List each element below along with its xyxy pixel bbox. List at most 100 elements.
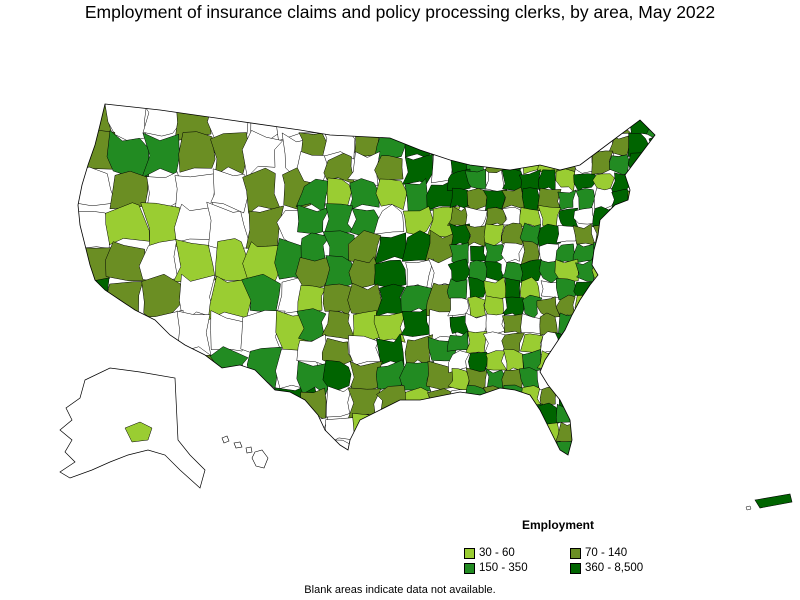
legend-swatch	[464, 547, 475, 559]
map-area-171	[646, 134, 655, 156]
map-area-372	[591, 439, 615, 455]
map-area-183	[645, 154, 655, 174]
map-area-310	[555, 351, 578, 373]
map-area-322	[555, 368, 578, 392]
map-area-352	[448, 424, 467, 444]
map-area-184	[446, 168, 471, 191]
map-area-341	[465, 402, 488, 426]
map-area-161	[466, 136, 485, 158]
map-area-186	[484, 169, 505, 192]
map-area-291	[646, 313, 655, 337]
map-area-241	[608, 241, 633, 263]
map-area-230	[626, 223, 648, 248]
map-area-139	[377, 415, 406, 446]
map-area-130	[297, 387, 327, 421]
map-area-182	[627, 152, 650, 175]
map-area-45	[176, 310, 212, 357]
map-area-303	[644, 333, 655, 355]
map-area-196	[449, 187, 469, 210]
map-area-53	[209, 346, 249, 391]
map-area-121	[376, 332, 405, 366]
map-area-151	[502, 115, 523, 140]
map-area-103	[373, 259, 407, 289]
legend-item-30-60: 30 - 60	[464, 546, 515, 560]
map-area-278	[628, 299, 651, 315]
map-area-222	[483, 223, 505, 247]
map-area-362	[626, 421, 651, 443]
map-area-349	[609, 402, 634, 426]
map-area-217	[609, 206, 632, 228]
map-area-35	[78, 274, 110, 317]
map-area-165	[538, 133, 562, 154]
map-area-235	[501, 242, 524, 263]
map-area-350	[628, 403, 648, 425]
map-area-229	[610, 223, 633, 248]
map-area-374	[626, 438, 651, 455]
map-area-181	[609, 154, 630, 175]
map-area-340	[448, 402, 472, 427]
map-area-148	[447, 115, 470, 139]
map-area-167	[576, 132, 596, 155]
map-area-255	[644, 261, 655, 283]
legend-item-70-140: 70 - 140	[570, 546, 627, 560]
map-area-360	[591, 424, 613, 444]
map-area-265	[609, 276, 633, 301]
map-area-147	[427, 440, 461, 455]
map-area-266	[626, 277, 649, 298]
map-area-153	[539, 114, 562, 140]
map-area-326	[628, 367, 650, 386]
legend-item-150-350: 150 - 350	[464, 561, 528, 575]
map-area-185	[464, 168, 487, 190]
map-area-194	[626, 170, 648, 192]
map-area-209	[464, 206, 488, 229]
map-area-44	[138, 309, 184, 358]
map-area-6	[273, 104, 318, 142]
map-area-336	[591, 388, 616, 409]
map-area-312	[592, 349, 613, 373]
map-area-43	[111, 312, 147, 356]
map-area-299	[573, 332, 595, 355]
map-area-346	[555, 403, 579, 423]
map-area-225	[537, 223, 562, 247]
map-area-277	[611, 296, 634, 318]
map-area-337	[611, 385, 632, 409]
map-area-207	[644, 189, 655, 208]
map-area-106	[297, 284, 327, 315]
map-area-224	[519, 222, 542, 246]
map-area-365	[464, 439, 489, 455]
map-area-146	[402, 437, 433, 455]
map-area-259	[505, 277, 521, 300]
map-area-12	[242, 130, 284, 178]
legend-label: 150 - 350	[479, 562, 528, 574]
map-area-342	[484, 403, 503, 426]
map-area-150	[482, 116, 508, 138]
map-area-304	[448, 350, 470, 374]
map-area-325	[610, 367, 632, 391]
map-area-223	[501, 222, 526, 248]
map-area-302	[626, 331, 648, 354]
map-area-375	[645, 438, 655, 455]
map-area-159	[646, 117, 655, 139]
map-area-320	[518, 367, 542, 388]
map-area-156	[595, 114, 615, 140]
contiguous-us-outline	[77, 103, 656, 456]
map-area-338	[626, 387, 648, 409]
hawaii-islands	[221, 435, 269, 469]
map-area-361	[608, 424, 634, 446]
map-area-363	[644, 421, 655, 445]
map-area-276	[593, 295, 613, 318]
map-area-290	[630, 314, 649, 338]
map-area-31	[173, 239, 216, 283]
map-area-19	[242, 167, 282, 214]
map-area-314	[627, 351, 649, 373]
map-area-36	[107, 281, 144, 321]
map-area-243	[645, 240, 655, 266]
map-area-75	[425, 126, 460, 159]
puerto-rico	[745, 493, 793, 511]
map-area-252	[591, 260, 615, 284]
map-area-149	[464, 114, 488, 138]
map-area-327	[645, 370, 655, 391]
map-area-242	[628, 242, 650, 266]
map-area-21	[78, 211, 111, 249]
